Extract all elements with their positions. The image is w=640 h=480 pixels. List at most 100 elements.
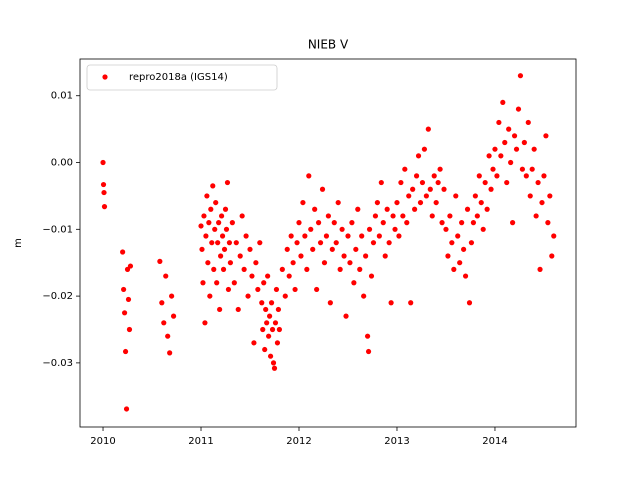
- data-point: [525, 119, 531, 126]
- data-point: [388, 300, 394, 306]
- data-point: [227, 260, 234, 266]
- data-point: [302, 233, 308, 239]
- data-point: [394, 199, 400, 206]
- data-point: [392, 226, 398, 232]
- data-point: [226, 240, 233, 246]
- data-point: [398, 179, 404, 186]
- data-point: [268, 300, 275, 306]
- data-point: [423, 193, 429, 199]
- data-point: [476, 173, 482, 179]
- data-point: [341, 253, 347, 259]
- data-point: [329, 246, 335, 252]
- data-point: [101, 204, 108, 210]
- data-point: [225, 286, 232, 293]
- data-point: [205, 260, 211, 266]
- data-point: [207, 293, 213, 299]
- data-point: [251, 340, 257, 346]
- data-point: [221, 246, 228, 252]
- data-point: [217, 306, 223, 313]
- data-point: [378, 179, 384, 186]
- data-point: [425, 126, 431, 132]
- y-axis-label: m: [13, 238, 24, 248]
- data-point: [529, 166, 535, 172]
- data-point: [101, 189, 107, 196]
- data-point: [319, 186, 326, 192]
- data-point: [261, 280, 267, 286]
- data-point: [275, 306, 282, 313]
- data-point: [216, 220, 222, 226]
- data-point: [253, 260, 259, 266]
- data-point: [433, 199, 439, 206]
- data-point: [474, 213, 480, 219]
- data-point: [127, 263, 134, 269]
- data-point: [457, 260, 463, 266]
- data-point: [294, 240, 300, 246]
- data-point: [271, 365, 278, 371]
- data-point: [270, 360, 277, 366]
- data-point: [204, 193, 210, 199]
- data-point: [198, 223, 204, 229]
- data-point: [492, 146, 498, 152]
- data-point: [343, 313, 349, 319]
- data-point: [494, 173, 500, 179]
- data-point: [390, 213, 396, 219]
- data-point: [347, 260, 353, 266]
- data-point: [349, 220, 355, 226]
- data-point: [235, 306, 241, 313]
- data-point: [163, 273, 169, 279]
- data-point: [315, 220, 322, 226]
- data-point: [484, 206, 490, 212]
- data-point: [523, 173, 529, 179]
- data-point: [421, 146, 428, 152]
- data-point: [368, 273, 375, 279]
- data-point: [511, 133, 518, 139]
- data-point: [124, 266, 131, 272]
- data-point: [126, 326, 133, 333]
- data-point: [224, 179, 231, 186]
- data-point: [337, 266, 343, 272]
- data-point: [288, 233, 294, 239]
- data-point: [272, 320, 279, 326]
- data-point: [259, 300, 265, 306]
- x-tick-label: 2013: [384, 436, 409, 447]
- data-point: [361, 293, 367, 299]
- data-point: [372, 213, 379, 219]
- data-point: [282, 293, 288, 299]
- data-point: [480, 226, 486, 232]
- data-point: [447, 213, 453, 219]
- data-point: [264, 320, 270, 326]
- data-point: [267, 313, 273, 319]
- data-point: [404, 220, 410, 226]
- data-point: [170, 313, 177, 319]
- data-point: [443, 226, 449, 232]
- data-point: [100, 159, 106, 166]
- data-point: [365, 348, 372, 355]
- data-point: [510, 220, 516, 226]
- data-point: [257, 240, 263, 246]
- data-point: [333, 240, 339, 246]
- data-point: [363, 253, 369, 259]
- data-point: [537, 266, 543, 272]
- data-point: [461, 246, 467, 252]
- data-point: [201, 213, 207, 219]
- x-tick-label: 2012: [286, 436, 311, 447]
- data-point: [202, 320, 208, 326]
- data-point: [100, 181, 107, 188]
- data-point: [237, 253, 243, 259]
- data-point: [267, 353, 274, 359]
- data-point: [249, 273, 255, 279]
- data-point: [165, 333, 171, 339]
- data-point: [306, 173, 312, 179]
- data-point: [419, 179, 426, 186]
- data-point: [396, 233, 402, 239]
- data-point: [335, 199, 341, 206]
- data-point: [125, 296, 132, 303]
- data-point: [519, 166, 526, 172]
- data-point: [551, 233, 557, 239]
- data-point: [214, 280, 220, 286]
- data-point: [339, 226, 345, 232]
- data-point: [269, 326, 276, 333]
- data-point: [245, 293, 251, 299]
- data-point: [517, 73, 524, 79]
